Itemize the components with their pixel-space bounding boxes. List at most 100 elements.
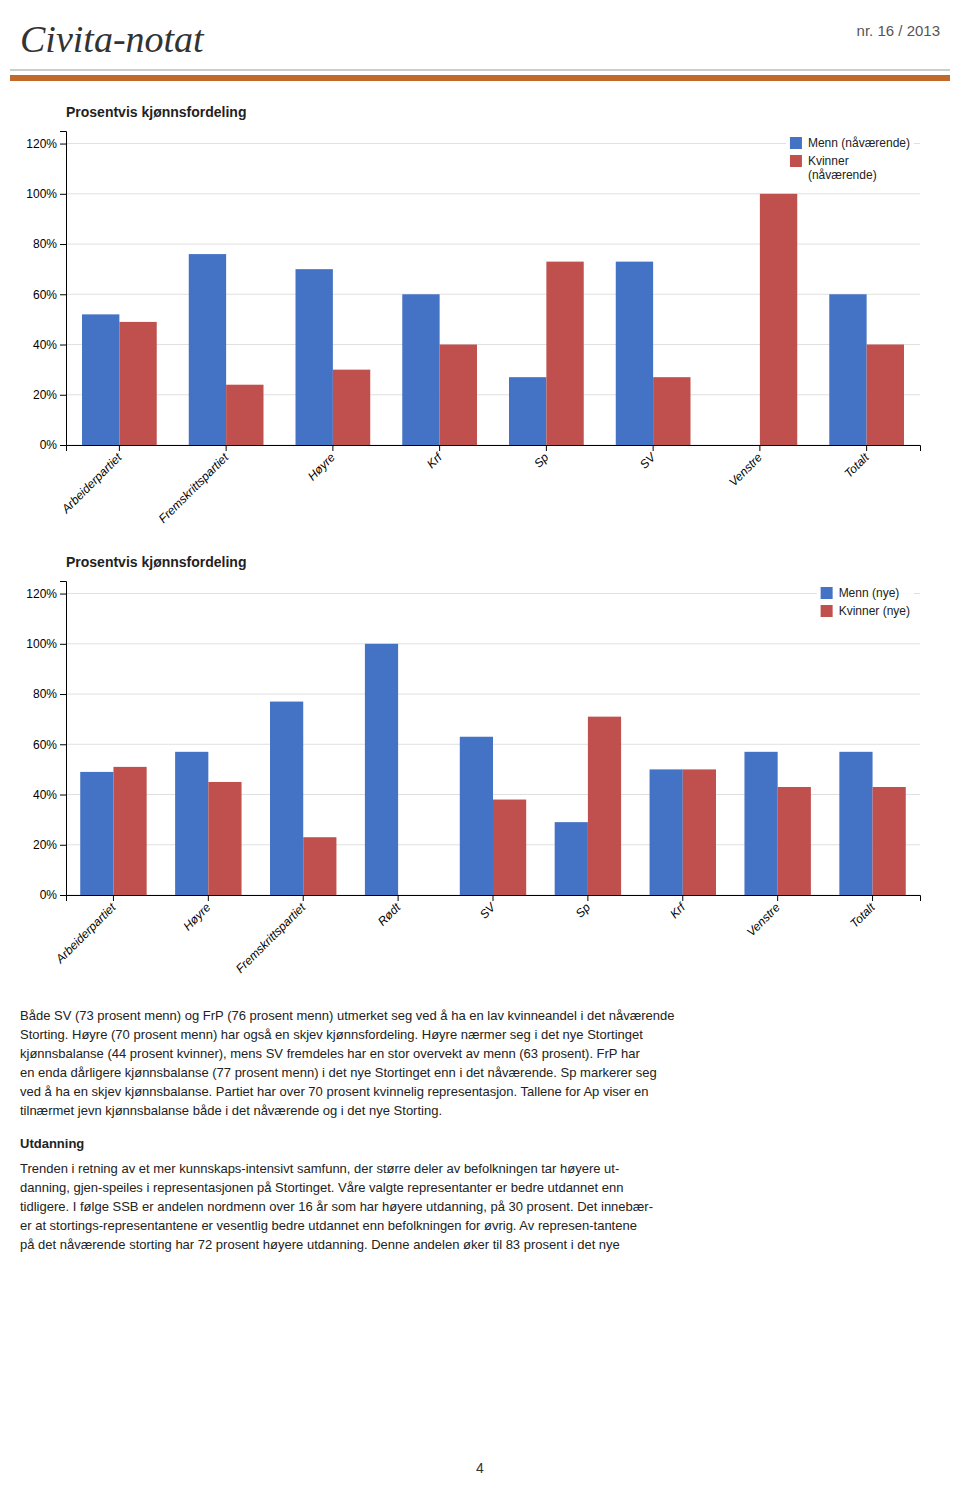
tick-label: 120% (26, 587, 57, 601)
tick: 120% (26, 587, 66, 601)
paragraph-line: på det nåværende storting har 72 prosent… (20, 1237, 620, 1252)
bar (113, 767, 146, 895)
tick-mark (208, 895, 209, 901)
tick-label: Venstre (726, 450, 765, 489)
tick-mark (60, 694, 66, 695)
bar (555, 822, 588, 895)
bar (402, 294, 439, 445)
bar-series (113, 717, 905, 895)
tick-label: 40% (33, 338, 57, 352)
tick: 20% (33, 838, 66, 852)
legend-label: Menn (nåværende) (808, 136, 910, 150)
tick: Sp (531, 445, 552, 471)
tick-mark (60, 395, 66, 396)
tick-mark (439, 445, 440, 451)
tick-mark (653, 445, 654, 451)
bar (270, 702, 303, 895)
x-axis: ArbeiderpartietHøyreFremskrittspartietRø… (52, 895, 920, 976)
bar (80, 772, 113, 895)
tick: 40% (33, 788, 66, 802)
legend-item: Menn (nåværende) (790, 136, 910, 150)
tick: 0% (40, 438, 66, 452)
tick-label: Arbeiderpartiet (58, 450, 125, 517)
tick-label: 0% (40, 438, 58, 452)
bar (588, 717, 621, 895)
axis-line (67, 896, 921, 902)
tick: 0% (40, 888, 66, 902)
tick-label: Sp (531, 450, 552, 471)
tick: 40% (33, 338, 66, 352)
paragraph-line: en enda dårligere kjønnsbalanse (77 pros… (20, 1065, 657, 1080)
tick-mark (60, 744, 66, 745)
tick: Arbeiderpartiet (58, 445, 125, 517)
legend-label: Kvinner (nye) (839, 604, 910, 618)
tick-mark (60, 244, 66, 245)
tick-label: 100% (26, 637, 57, 651)
grid-line (66, 694, 920, 695)
tick-mark (60, 445, 66, 446)
tick-label: Krf (667, 899, 689, 921)
tick: SV (477, 895, 499, 922)
tick-mark (60, 845, 66, 846)
header-rule (10, 69, 950, 70)
axis-line (60, 582, 67, 896)
tick-mark (587, 895, 588, 901)
tick-mark (119, 445, 120, 451)
x-axis: ArbeiderpartietFremskrittspartietHøyreKr… (58, 445, 920, 526)
legend-background (817, 583, 914, 621)
y-axis: 0%20%40%60%80%100%120% (26, 132, 66, 453)
bars (80, 644, 906, 895)
section-heading: Utdanning (20, 1136, 84, 1151)
grid (66, 144, 920, 445)
y-axis: 0%20%40%60%80%100%120% (26, 582, 66, 903)
bar (867, 345, 904, 445)
tick-label: 80% (33, 687, 57, 701)
bar (839, 752, 872, 895)
tick: Arbeiderpartiet (52, 895, 119, 967)
tick-label: Totalt (847, 900, 878, 931)
bar (226, 385, 263, 445)
axis-line (67, 446, 921, 452)
tick-label: 80% (33, 237, 57, 251)
tick-label: Krf (424, 449, 446, 471)
tick-label: 120% (26, 137, 57, 151)
legend-background (786, 133, 914, 185)
header: Civita-notatnr. 16 / 2013 (10, 18, 950, 78)
tick-mark (546, 445, 547, 451)
axis-line (60, 132, 67, 446)
paragraph-line: Både SV (73 prosent menn) og FrP (76 pro… (20, 1008, 674, 1023)
bar (493, 800, 526, 895)
tick: Rødt (375, 895, 404, 929)
tick-mark (60, 194, 66, 195)
bar (723, 445, 760, 446)
tick-mark (60, 294, 66, 295)
header-band (10, 75, 950, 81)
tick: Venstre (744, 895, 783, 939)
bar (119, 322, 156, 445)
bar (873, 787, 906, 895)
tick-label: Arbeiderpartiet (52, 900, 119, 967)
bar (650, 769, 683, 895)
legend-item: Kvinner(nåværende) (790, 154, 877, 182)
tick-mark (493, 895, 494, 901)
bar (440, 345, 477, 445)
page-number: 4 (476, 1460, 484, 1476)
tick: Krf (424, 445, 446, 471)
tick: Krf (667, 895, 689, 921)
legend-item: Menn (nye) (821, 586, 900, 600)
legend-label: Kvinner(nåværende) (808, 154, 877, 182)
tick-mark (872, 895, 873, 901)
legend-swatch (821, 605, 833, 617)
tick: Sp (573, 895, 594, 921)
bar (509, 377, 546, 445)
tick-label: SV (477, 900, 499, 922)
bar (683, 769, 716, 895)
legend-label: Menn (nye) (839, 586, 900, 600)
grid-line (66, 593, 920, 594)
tick: 80% (33, 237, 66, 251)
tick-mark (226, 445, 227, 451)
bar (829, 294, 866, 445)
tick-label: Høyre (305, 450, 338, 483)
bar (653, 377, 690, 445)
tick-label: 20% (33, 838, 57, 852)
